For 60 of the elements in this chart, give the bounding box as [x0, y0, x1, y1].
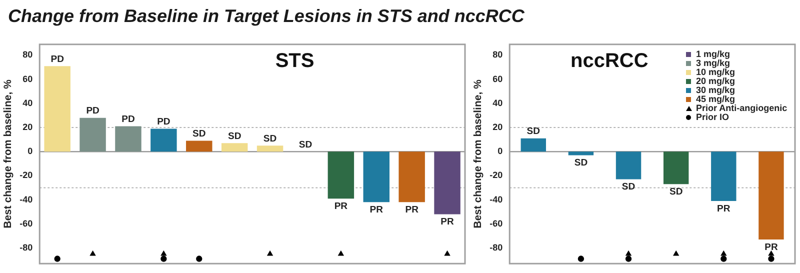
y-tick-label: -40	[20, 194, 33, 204]
y-tick-label: 0	[498, 146, 503, 156]
y-tick-label: 20	[492, 122, 503, 132]
data-label: PR	[440, 216, 454, 228]
y-axis-title: Best change from baseline, %	[472, 78, 484, 228]
bar	[328, 152, 354, 199]
data-label: PR	[405, 204, 419, 216]
legend-label: 45 mg/kg	[696, 94, 736, 104]
bar	[115, 126, 142, 152]
y-tick-label: 40	[22, 98, 33, 108]
y-tick-label: 40	[492, 98, 503, 108]
y-tick-label: -80	[490, 242, 503, 252]
bar	[256, 146, 284, 152]
data-label: PD	[157, 116, 170, 128]
data-label: PD	[86, 106, 100, 117]
legend-label: 10 mg/kg	[696, 67, 736, 78]
chart-subtitle: STS	[275, 50, 314, 74]
data-label: SD	[263, 133, 277, 144]
bar	[434, 152, 460, 214]
data-label: SD	[192, 128, 206, 140]
data-label: SD	[622, 182, 636, 193]
y-tick-label: 20	[22, 122, 33, 132]
y-tick-label: 0	[28, 146, 33, 156]
bar	[186, 140, 212, 152]
data-label: PR	[370, 204, 384, 216]
y-tick-label: 80	[492, 50, 503, 60]
y-axis-title: Best change from baseline, %	[2, 78, 14, 228]
y-tick-label: -20	[20, 170, 33, 180]
y-tick-label: -60	[490, 218, 503, 228]
bar	[44, 66, 70, 152]
y-tick-label: 80	[22, 50, 33, 60]
y-tick-label: 60	[492, 74, 503, 84]
y-tick-label: 60	[22, 74, 33, 84]
legend-label: Prior IO	[696, 112, 730, 122]
y-tick-label: -40	[490, 194, 503, 204]
data-label: PD	[50, 54, 64, 65]
chart-title: Change from Baseline in Target Lesions in STS and nccRCC	[8, 6, 524, 27]
chart-subtitle: nccRCC	[570, 50, 648, 74]
legend-label: 1 mg/kg	[696, 49, 730, 60]
y-tick-label: -60	[20, 218, 33, 228]
data-label: SD	[526, 126, 540, 138]
bar	[398, 152, 425, 202]
data-label: PR	[334, 200, 348, 212]
legend-label: 3 mg/kg	[696, 58, 730, 68]
data-label: SD	[574, 158, 588, 169]
data-label: SD	[298, 139, 312, 150]
bar	[80, 118, 106, 152]
data-label: PR	[717, 203, 730, 214]
y-tick-label: -20	[490, 170, 503, 180]
data-label: PR	[764, 242, 778, 253]
y-tick-label: -80	[20, 242, 33, 252]
data-label: SD	[669, 186, 683, 198]
data-label: SD	[228, 131, 242, 142]
legend-label: Prior Anti-angiogenic	[696, 103, 788, 114]
data-label: PD	[122, 114, 135, 126]
bar	[150, 128, 177, 152]
bar	[221, 143, 248, 152]
bar	[363, 152, 390, 202]
legend-label: 30 mg/kg	[696, 85, 736, 96]
legend-label: 20 mg/kg	[696, 76, 736, 86]
